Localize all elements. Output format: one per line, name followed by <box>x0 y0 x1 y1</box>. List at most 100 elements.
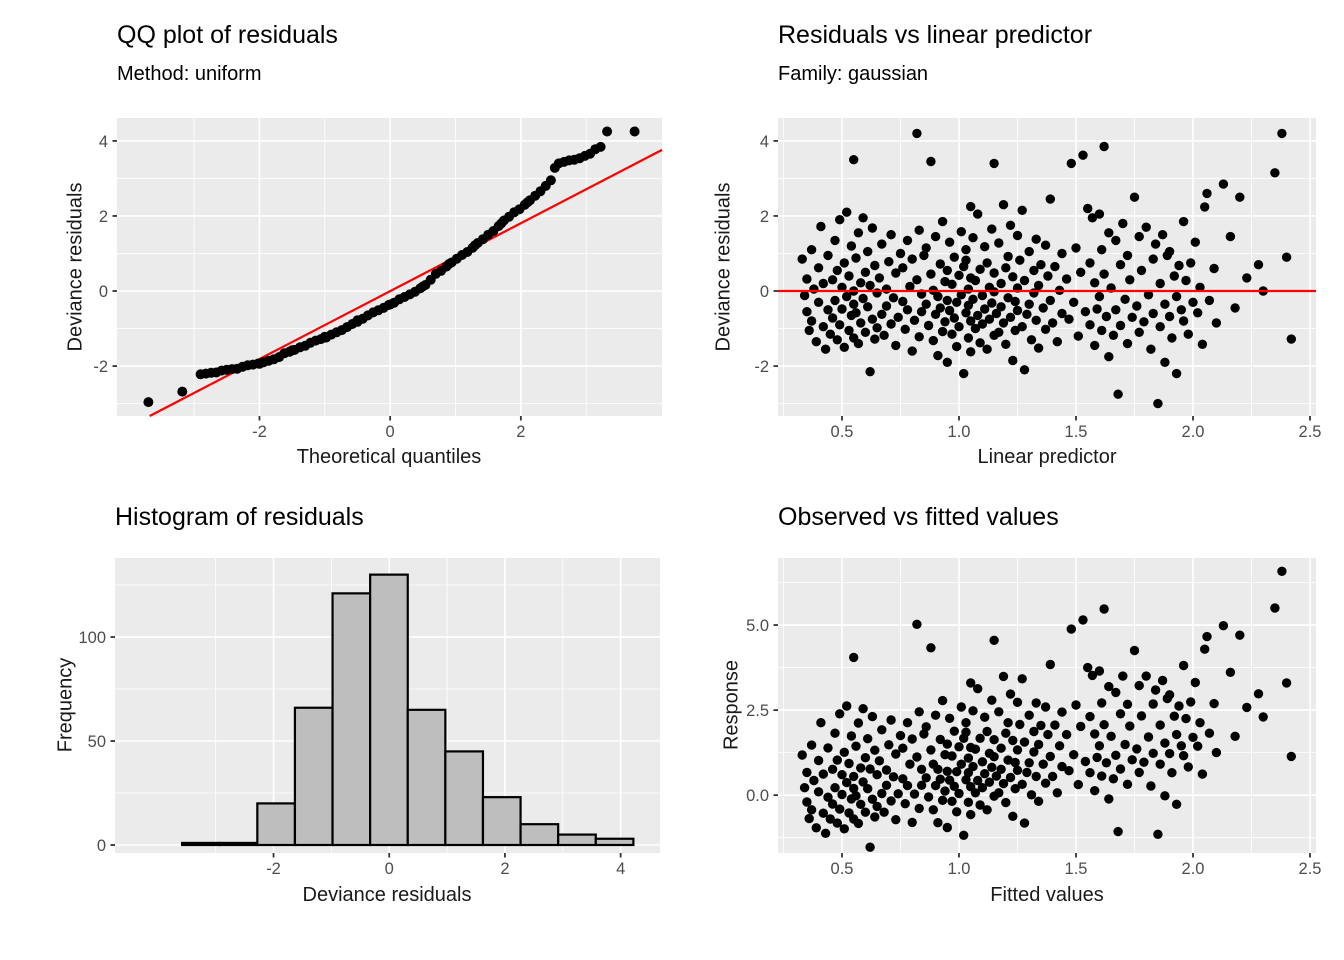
data-point <box>1029 747 1039 757</box>
data-point <box>1127 312 1137 322</box>
data-point <box>1092 304 1102 314</box>
data-point <box>1178 216 1189 227</box>
data-point <box>853 818 864 829</box>
data-point <box>989 268 999 278</box>
data-point <box>1099 141 1109 152</box>
data-point <box>1092 752 1102 763</box>
data-point <box>907 254 917 264</box>
data-point <box>858 704 868 714</box>
data-point <box>989 635 999 645</box>
data-point <box>1218 621 1229 631</box>
data-point <box>1047 318 1058 328</box>
data-point <box>975 733 985 743</box>
data-point <box>837 282 847 292</box>
data-point <box>1211 318 1222 328</box>
data-point <box>1143 732 1154 742</box>
data-point <box>1012 765 1023 775</box>
data-point <box>1010 784 1020 794</box>
data-point <box>1097 698 1107 708</box>
data-point <box>1038 759 1048 769</box>
data-point <box>1141 671 1151 681</box>
data-point <box>1164 690 1175 700</box>
data-point <box>1097 325 1107 336</box>
data-point <box>287 345 298 356</box>
data-point <box>937 795 948 805</box>
data-point <box>921 773 931 783</box>
data-point <box>1150 239 1161 249</box>
data-point <box>954 322 964 332</box>
data-point <box>886 319 896 329</box>
data-point <box>961 727 971 737</box>
tick-label: 0.0 <box>746 787 769 805</box>
data-point <box>1178 660 1189 671</box>
data-point <box>881 284 892 294</box>
data-point <box>893 312 903 322</box>
data-point <box>1061 274 1072 284</box>
data-point <box>937 326 948 337</box>
data-point <box>842 207 852 217</box>
data-point <box>1193 308 1203 318</box>
data-point <box>1174 260 1184 271</box>
data-point <box>886 715 896 725</box>
data-point <box>1071 700 1081 710</box>
data-point <box>1008 355 1018 366</box>
data-point <box>470 240 481 251</box>
data-point <box>956 227 966 237</box>
data-point <box>1045 295 1055 306</box>
data-point <box>926 745 936 755</box>
data-point <box>1026 790 1037 800</box>
data-point <box>870 260 880 271</box>
data-point <box>319 331 330 342</box>
data-point <box>954 788 964 799</box>
data-point <box>1129 192 1140 202</box>
data-point <box>1195 282 1205 292</box>
data-point <box>1003 251 1013 262</box>
data-point <box>1052 337 1062 347</box>
data-point <box>1045 659 1055 670</box>
data-point <box>835 320 845 330</box>
data-point <box>942 357 952 367</box>
data-point <box>830 728 840 738</box>
data-point <box>935 774 945 784</box>
data-point <box>1258 712 1268 722</box>
data-point <box>916 307 927 317</box>
x-axis-title: Deviance residuals <box>302 884 472 906</box>
data-point <box>853 228 864 238</box>
data-point <box>1104 352 1114 362</box>
data-point <box>1106 731 1116 741</box>
data-point <box>977 319 988 329</box>
data-point <box>968 233 978 243</box>
data-point <box>1057 308 1067 319</box>
data-point <box>949 781 959 791</box>
data-point <box>802 797 812 807</box>
data-point <box>1033 280 1044 291</box>
data-point <box>1090 786 1100 796</box>
histogram-bar <box>519 823 560 847</box>
data-point <box>877 788 887 799</box>
data-point <box>886 230 896 240</box>
data-point <box>959 830 969 840</box>
data-point <box>1036 260 1046 270</box>
data-point <box>1125 721 1135 731</box>
data-point <box>970 275 981 286</box>
data-point <box>1005 772 1016 783</box>
data-point <box>867 711 878 722</box>
data-point <box>1057 707 1067 717</box>
data-point <box>1069 750 1079 760</box>
data-point <box>954 742 964 752</box>
data-point <box>933 350 943 361</box>
data-point <box>1277 566 1287 576</box>
data-point <box>813 263 824 273</box>
data-point <box>839 747 849 757</box>
data-point <box>970 323 981 334</box>
data-point <box>849 771 859 782</box>
tick-label: 2.5 <box>1299 860 1322 878</box>
data-point <box>1012 697 1023 707</box>
data-point <box>545 175 556 186</box>
data-point <box>849 155 859 165</box>
data-point <box>1031 315 1041 325</box>
data-point <box>1066 158 1076 169</box>
data-point <box>1202 631 1212 642</box>
data-point <box>1099 269 1109 279</box>
